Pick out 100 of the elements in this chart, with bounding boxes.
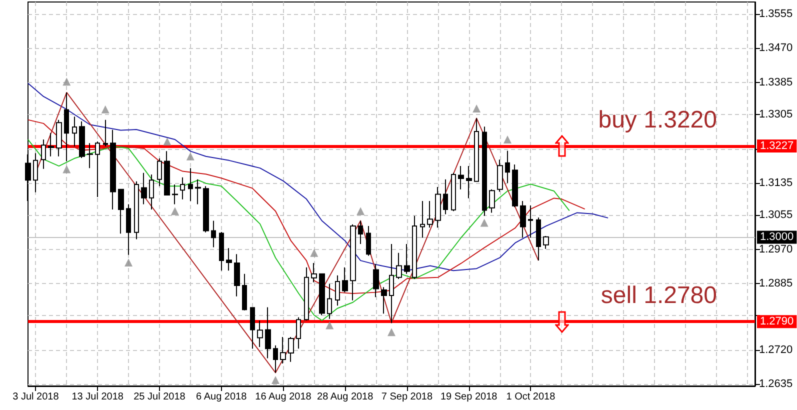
candlestick xyxy=(458,166,464,190)
candlestick xyxy=(103,119,108,147)
y-tick-label: 1.3470 xyxy=(759,42,793,54)
point xyxy=(124,258,133,267)
point xyxy=(62,165,71,174)
candlestick xyxy=(134,180,139,240)
annotation: sell 1.2780 xyxy=(600,282,718,310)
candlestick xyxy=(110,129,116,210)
y-tick-label: 1.3135 xyxy=(759,176,793,189)
candlestick xyxy=(288,336,294,362)
candlestick xyxy=(373,264,379,298)
candlestick xyxy=(474,118,479,182)
candlestick xyxy=(335,274,340,306)
x-tick-label: 6 Aug 2018 xyxy=(196,392,248,402)
candlestick xyxy=(33,152,38,193)
candlestick xyxy=(180,176,185,200)
x-tick-label: 7 Sep 2018 xyxy=(381,392,433,402)
ref-line-label: 1.3000 xyxy=(760,231,794,244)
point xyxy=(186,152,194,160)
candlestick xyxy=(404,244,410,274)
ref-line-label: 1.2790 xyxy=(760,316,794,328)
candlestick xyxy=(126,204,131,256)
candlestick xyxy=(389,244,394,324)
candlestick xyxy=(512,164,518,208)
candlestick xyxy=(342,266,348,293)
point xyxy=(480,218,488,227)
candlestick xyxy=(319,272,325,316)
candlestick xyxy=(242,273,247,311)
point xyxy=(62,78,71,86)
point xyxy=(504,136,512,144)
candlestick xyxy=(280,336,286,364)
candlestick xyxy=(234,254,240,297)
y-tick-label: 1.2720 xyxy=(759,344,793,356)
candlestick xyxy=(420,200,425,238)
candlestick xyxy=(118,188,124,234)
point xyxy=(388,328,396,336)
candlestick xyxy=(505,150,510,184)
candlestick xyxy=(273,344,278,374)
y-tick-label: 1.3305 xyxy=(759,108,793,121)
candlestick xyxy=(482,126,487,216)
candlestick xyxy=(164,150,170,196)
candlestick xyxy=(443,178,448,215)
candlestick xyxy=(366,225,371,256)
x-tick-label: 28 Aug 2018 xyxy=(317,392,374,402)
line-series xyxy=(28,119,586,294)
candlestick xyxy=(257,320,263,348)
candlestick xyxy=(265,306,271,359)
y-tick-label: 1.3555 xyxy=(759,8,793,20)
point xyxy=(163,138,172,146)
y-tick-label: 1.2635 xyxy=(759,378,793,390)
candlestick xyxy=(311,262,317,283)
candlestick xyxy=(172,184,178,205)
candlestick xyxy=(72,116,77,147)
x-tick-label: 1 Oct 2018 xyxy=(506,392,556,402)
candlestick xyxy=(226,248,232,272)
candlestick xyxy=(79,120,85,159)
candlestick xyxy=(435,186,441,228)
candlestick xyxy=(56,119,62,157)
y-tick-label: 1.3055 xyxy=(759,209,793,222)
candlestick xyxy=(211,220,216,248)
candlestick xyxy=(466,166,472,199)
candlestick xyxy=(219,232,224,272)
candlestick xyxy=(412,215,417,280)
x-tick-label: 13 Jul 2018 xyxy=(72,392,124,402)
candlestick xyxy=(87,142,93,169)
candlestick xyxy=(327,283,332,320)
ref-line-label: 1.3227 xyxy=(760,140,794,152)
x-tick-label: 3 Jul 2018 xyxy=(12,392,60,402)
point xyxy=(356,207,365,216)
candlestick xyxy=(427,200,433,228)
point xyxy=(326,321,334,330)
candlestick xyxy=(497,159,503,192)
candlestick xyxy=(358,220,363,245)
candlestick xyxy=(95,141,100,198)
x-tick-label: 19 Sep 2018 xyxy=(440,392,498,402)
x-tick-label: 16 Aug 2018 xyxy=(255,392,312,402)
annotation: buy 1.3220 xyxy=(598,106,718,134)
point xyxy=(310,248,318,257)
candlestick xyxy=(304,266,309,321)
candlestick xyxy=(543,236,549,250)
y-tick-label: 1.2970 xyxy=(759,243,793,256)
y-tick-label: 1.3385 xyxy=(759,76,793,88)
candlestick xyxy=(157,158,162,187)
candlestick xyxy=(528,204,533,238)
candlestick xyxy=(296,316,301,350)
candlestick xyxy=(451,172,456,212)
candlestick xyxy=(396,252,402,280)
candlestick xyxy=(381,286,387,314)
candlestick xyxy=(489,188,495,214)
candlestick xyxy=(250,306,255,350)
candlestick xyxy=(64,92,69,162)
candlestick xyxy=(203,186,209,233)
candlestick xyxy=(141,172,147,205)
line-series xyxy=(28,139,570,321)
x-tick-label: 25 Jul 2018 xyxy=(134,392,186,402)
candlestick xyxy=(188,168,193,202)
point xyxy=(271,376,280,384)
candlestick xyxy=(195,178,201,205)
candlestick xyxy=(520,200,526,238)
point xyxy=(101,105,110,114)
